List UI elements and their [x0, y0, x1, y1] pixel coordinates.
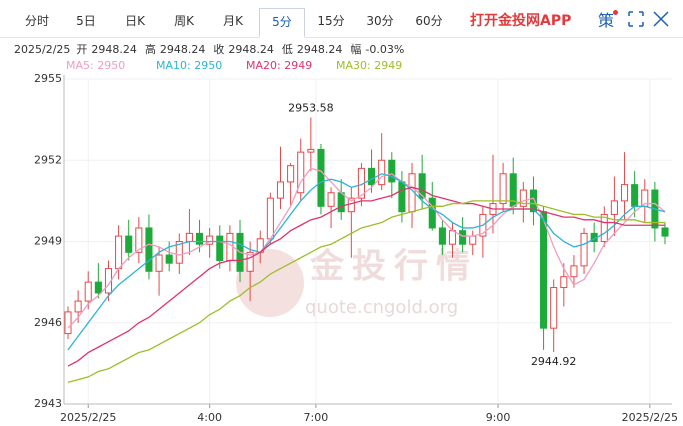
- candle-body: [64, 311, 72, 335]
- candle-body: [206, 235, 214, 245]
- ma-line: [67, 167, 666, 329]
- x-tick-label: 4:00: [197, 411, 222, 424]
- candle-body: [529, 189, 537, 213]
- candle-body: [216, 235, 224, 261]
- candle-body: [246, 251, 254, 272]
- y-tick-label: 2943: [34, 397, 62, 410]
- info-text: 2948.24: [160, 43, 206, 56]
- candle-body: [378, 159, 386, 186]
- candle-body: [327, 192, 335, 207]
- candle-body: [540, 211, 548, 329]
- tab[interactable]: 30分: [366, 14, 394, 28]
- candle-body: [631, 184, 639, 207]
- candle-body: [448, 230, 457, 245]
- toolbar-icons[interactable]: [628, 11, 669, 27]
- watermark: 金投行情: [309, 247, 478, 287]
- candle-body: [297, 151, 305, 194]
- candle-body: [145, 227, 153, 272]
- candle-body: [84, 281, 92, 302]
- candle-body: [226, 232, 234, 261]
- strategy-button[interactable]: 策: [598, 11, 615, 30]
- ma-line: [67, 186, 665, 367]
- x-tick-label: 2025/2/25: [60, 411, 116, 424]
- tab-bar: 分时 5日 日K 周K 月K 5分 15分 30分 60分: [0, 0, 683, 38]
- info-text: 2025/2/25: [14, 43, 70, 56]
- candle-body: [550, 287, 558, 329]
- candle-body: [175, 241, 183, 264]
- candle-body: [499, 173, 507, 205]
- tab[interactable]: 5日: [76, 14, 96, 28]
- candle-body: [276, 181, 285, 199]
- candle-body: [185, 232, 193, 242]
- info-text: 低: [282, 43, 293, 56]
- candle-body: [165, 254, 173, 264]
- max-label: 2953.58: [288, 101, 334, 114]
- ma-line: [67, 200, 665, 383]
- y-tick-label: 2949: [34, 235, 62, 248]
- ma-line: [67, 173, 666, 351]
- candle-body: [428, 197, 436, 229]
- candle-body: [570, 265, 578, 278]
- candle-body: [418, 173, 426, 199]
- candle-body: [94, 281, 102, 294]
- candle-body: [459, 230, 467, 245]
- min-label: 2944.92: [531, 355, 577, 368]
- tab[interactable]: 60分: [415, 14, 443, 28]
- candle-body: [661, 227, 669, 237]
- candle-body: [266, 197, 274, 240]
- candle-body: [155, 254, 163, 272]
- info-text: 幅: [350, 43, 361, 56]
- legend-entry: MA20: 2949: [246, 59, 312, 72]
- candle-body: [74, 300, 82, 313]
- candle-body: [125, 235, 133, 253]
- info-text: -0.03%: [365, 43, 404, 56]
- x-tick-label: 9:00: [486, 411, 511, 424]
- candle-body: [620, 184, 629, 202]
- info-text: 2948.24: [297, 43, 343, 56]
- candle-body: [438, 227, 446, 245]
- app-link[interactable]: 打开金投网APP: [470, 13, 572, 29]
- info-text: 2948.24: [228, 43, 274, 56]
- candle-body: [135, 227, 143, 253]
- candle-body: [115, 235, 123, 270]
- notice-dot: [613, 10, 618, 15]
- candle-body: [560, 276, 568, 289]
- candle-body: [368, 167, 376, 186]
- legend-entry: MA5: 2950: [66, 59, 125, 72]
- y-tick-label: 2952: [34, 153, 62, 166]
- x-tick-label: 2025/2/25: [622, 411, 678, 424]
- info-text: 收: [213, 42, 224, 56]
- watermark: quote.cngold.org: [305, 297, 458, 318]
- candle-body: [519, 189, 527, 207]
- tab[interactable]: 分时: [24, 14, 49, 28]
- tab[interactable]: 15分: [317, 14, 345, 28]
- tab[interactable]: 周K: [174, 14, 194, 28]
- x-tick-label: 7:00: [304, 411, 329, 424]
- info-text: 2948.24: [91, 43, 137, 56]
- tab[interactable]: 月K: [223, 14, 243, 28]
- tab[interactable]: 5分: [259, 8, 305, 38]
- candle-body: [610, 200, 618, 215]
- candle-body: [317, 148, 325, 207]
- candle-body: [307, 148, 315, 153]
- candle-body: [580, 232, 588, 267]
- y-tick-label: 2955: [34, 72, 62, 85]
- info-text: 高: [145, 42, 156, 56]
- y-tick-label: 2946: [34, 316, 62, 329]
- tab[interactable]: 日K: [125, 14, 145, 28]
- info-text: 开: [76, 43, 87, 56]
- legend-entry: MA10: 2950: [156, 59, 222, 72]
- legend-entry: MA30: 2949: [336, 59, 402, 72]
- candle-body: [287, 165, 295, 183]
- candle-body: [600, 213, 608, 243]
- candle-body: [337, 192, 345, 213]
- candle-body: [398, 181, 406, 213]
- candle-body: [469, 235, 477, 245]
- candle-body: [388, 159, 396, 183]
- candle-body: [196, 232, 204, 245]
